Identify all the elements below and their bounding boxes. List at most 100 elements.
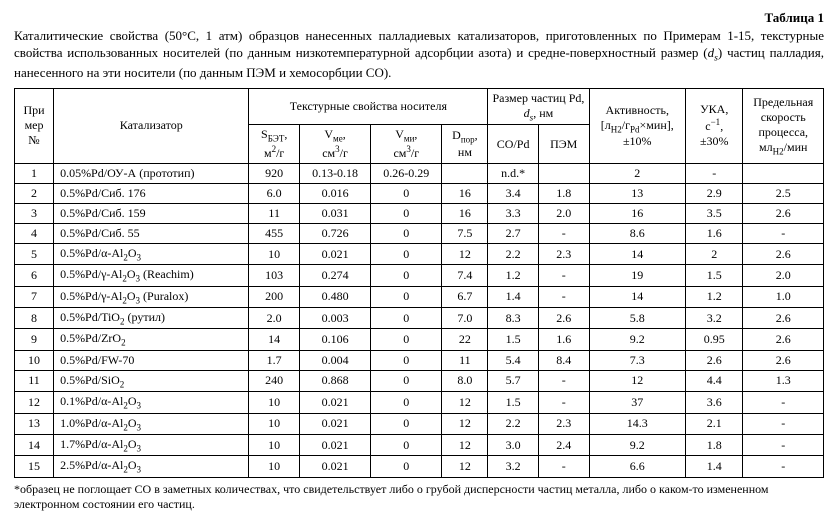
cell-no: 10 — [15, 350, 54, 370]
cell-no: 13 — [15, 413, 54, 434]
cell-uka: 2.1 — [686, 413, 743, 434]
cell-vme: 0.003 — [299, 308, 370, 329]
cell-vme: 0.726 — [299, 223, 370, 243]
col-sbet-header: SБЭТ,м2/г — [249, 125, 300, 163]
cell-vme: 0.868 — [299, 370, 370, 391]
cell-dpor: 6.7 — [442, 286, 488, 307]
cell-sbet: 920 — [249, 163, 300, 183]
cell-sbet: 103 — [249, 265, 300, 286]
cell-copd: 3.2 — [488, 456, 539, 477]
cell-pred: 2.6 — [743, 203, 824, 223]
cell-vmi: 0 — [371, 265, 442, 286]
cell-act: 14 — [589, 243, 686, 264]
table-header: При мер № Катализатор Текстурные свойств… — [15, 89, 824, 164]
col-pem-header: ПЭМ — [538, 125, 589, 163]
cell-vme: 0.021 — [299, 392, 370, 413]
cell-copd: 3.3 — [488, 203, 539, 223]
cell-uka: 2.6 — [686, 350, 743, 370]
cell-pred — [743, 163, 824, 183]
cell-act: 6.6 — [589, 456, 686, 477]
col-pred-header: Предельнаяскоростьпроцесса,млH2/мин — [743, 89, 824, 164]
table-row: 40.5%Pd/Сиб. 554550.72607.52.7-8.61.6- — [15, 223, 824, 243]
col-dpor-header: Dпор,нм — [442, 125, 488, 163]
cell-pred: - — [743, 413, 824, 434]
col-no-header: При мер № — [15, 89, 54, 164]
cell-uka: 3.5 — [686, 203, 743, 223]
cell-sbet: 14 — [249, 329, 300, 350]
cell-copd: 2.2 — [488, 413, 539, 434]
cell-pem: 2.3 — [538, 413, 589, 434]
col-activity-header: Активность,[лH2/гPd×мин],±10% — [589, 89, 686, 164]
cell-vmi: 0 — [371, 243, 442, 264]
cell-vme: 0.480 — [299, 286, 370, 307]
cell-copd: 2.2 — [488, 243, 539, 264]
cell-copd: 5.4 — [488, 350, 539, 370]
cell-uka: 1.8 — [686, 434, 743, 455]
cell-catalyst: 0.5%Pd/γ-Al2O3 (Reachim) — [54, 265, 249, 286]
cell-pem: - — [538, 456, 589, 477]
cell-pem: 2.4 — [538, 434, 589, 455]
cell-uka: - — [686, 163, 743, 183]
cell-copd: 1.2 — [488, 265, 539, 286]
cell-pred: - — [743, 223, 824, 243]
cell-sbet: 11 — [249, 203, 300, 223]
cell-act: 5.8 — [589, 308, 686, 329]
col-textural-group-header: Текстурные свойства носителя — [249, 89, 488, 125]
cell-pem: - — [538, 223, 589, 243]
cell-catalyst: 0.5%Pd/FW-70 — [54, 350, 249, 370]
cell-no: 11 — [15, 370, 54, 391]
cell-vme: 0.016 — [299, 183, 370, 203]
cell-no: 3 — [15, 203, 54, 223]
cell-act: 37 — [589, 392, 686, 413]
cell-no: 7 — [15, 286, 54, 307]
cell-vme: 0.021 — [299, 413, 370, 434]
cell-vmi: 0 — [371, 370, 442, 391]
cell-pem: - — [538, 286, 589, 307]
cell-act: 19 — [589, 265, 686, 286]
table-row: 100.5%Pd/FW-701.70.0040115.48.47.32.62.6 — [15, 350, 824, 370]
cell-vmi: 0 — [371, 434, 442, 455]
cell-vme: 0.274 — [299, 265, 370, 286]
cell-catalyst: 0.1%Pd/α-Al2O3 — [54, 392, 249, 413]
cell-vmi: 0 — [371, 392, 442, 413]
cell-uka: 1.4 — [686, 456, 743, 477]
cell-dpor: 7.4 — [442, 265, 488, 286]
cell-dpor: 11 — [442, 350, 488, 370]
cell-catalyst: 0.5%Pd/ZrO2 — [54, 329, 249, 350]
cell-catalyst: 0.05%Pd/ОУ-А (прототип) — [54, 163, 249, 183]
cell-act: 9.2 — [589, 329, 686, 350]
table-row: 80.5%Pd/TiO2 (рутил)2.00.00307.08.32.65.… — [15, 308, 824, 329]
cell-uka: 1.2 — [686, 286, 743, 307]
cell-uka: 0.95 — [686, 329, 743, 350]
cell-pred: 2.0 — [743, 265, 824, 286]
col-uka-header: УКА,с−1,±30% — [686, 89, 743, 164]
col-vmi-header: Vми,см3/г — [371, 125, 442, 163]
cell-no: 5 — [15, 243, 54, 264]
col-copd-header: CO/Pd — [488, 125, 539, 163]
cell-sbet: 10 — [249, 434, 300, 455]
cell-act: 13 — [589, 183, 686, 203]
cell-uka: 2 — [686, 243, 743, 264]
cell-dpor: 12 — [442, 456, 488, 477]
cell-dpor: 16 — [442, 203, 488, 223]
table-body: 10.05%Pd/ОУ-А (прототип)9200.13-0.180.26… — [15, 163, 824, 477]
cell-no: 1 — [15, 163, 54, 183]
cell-pred: 2.6 — [743, 350, 824, 370]
cell-catalyst: 2.5%Pd/α-Al2O3 — [54, 456, 249, 477]
cell-sbet: 1.7 — [249, 350, 300, 370]
cell-dpor: 7.5 — [442, 223, 488, 243]
cell-copd: 3.4 — [488, 183, 539, 203]
cell-dpor — [442, 163, 488, 183]
cell-vmi: 0 — [371, 286, 442, 307]
cell-vme: 0.021 — [299, 434, 370, 455]
cell-pred: 2.6 — [743, 243, 824, 264]
cell-act: 8.6 — [589, 223, 686, 243]
cell-pred: 2.6 — [743, 308, 824, 329]
col-vme-header: Vме,см3/г — [299, 125, 370, 163]
col-size-group-header: Размер частиц Pd,ds, нм — [488, 89, 589, 125]
cell-no: 9 — [15, 329, 54, 350]
cell-act: 2 — [589, 163, 686, 183]
cell-uka: 3.2 — [686, 308, 743, 329]
cell-uka: 2.9 — [686, 183, 743, 203]
cell-vmi: 0 — [371, 183, 442, 203]
